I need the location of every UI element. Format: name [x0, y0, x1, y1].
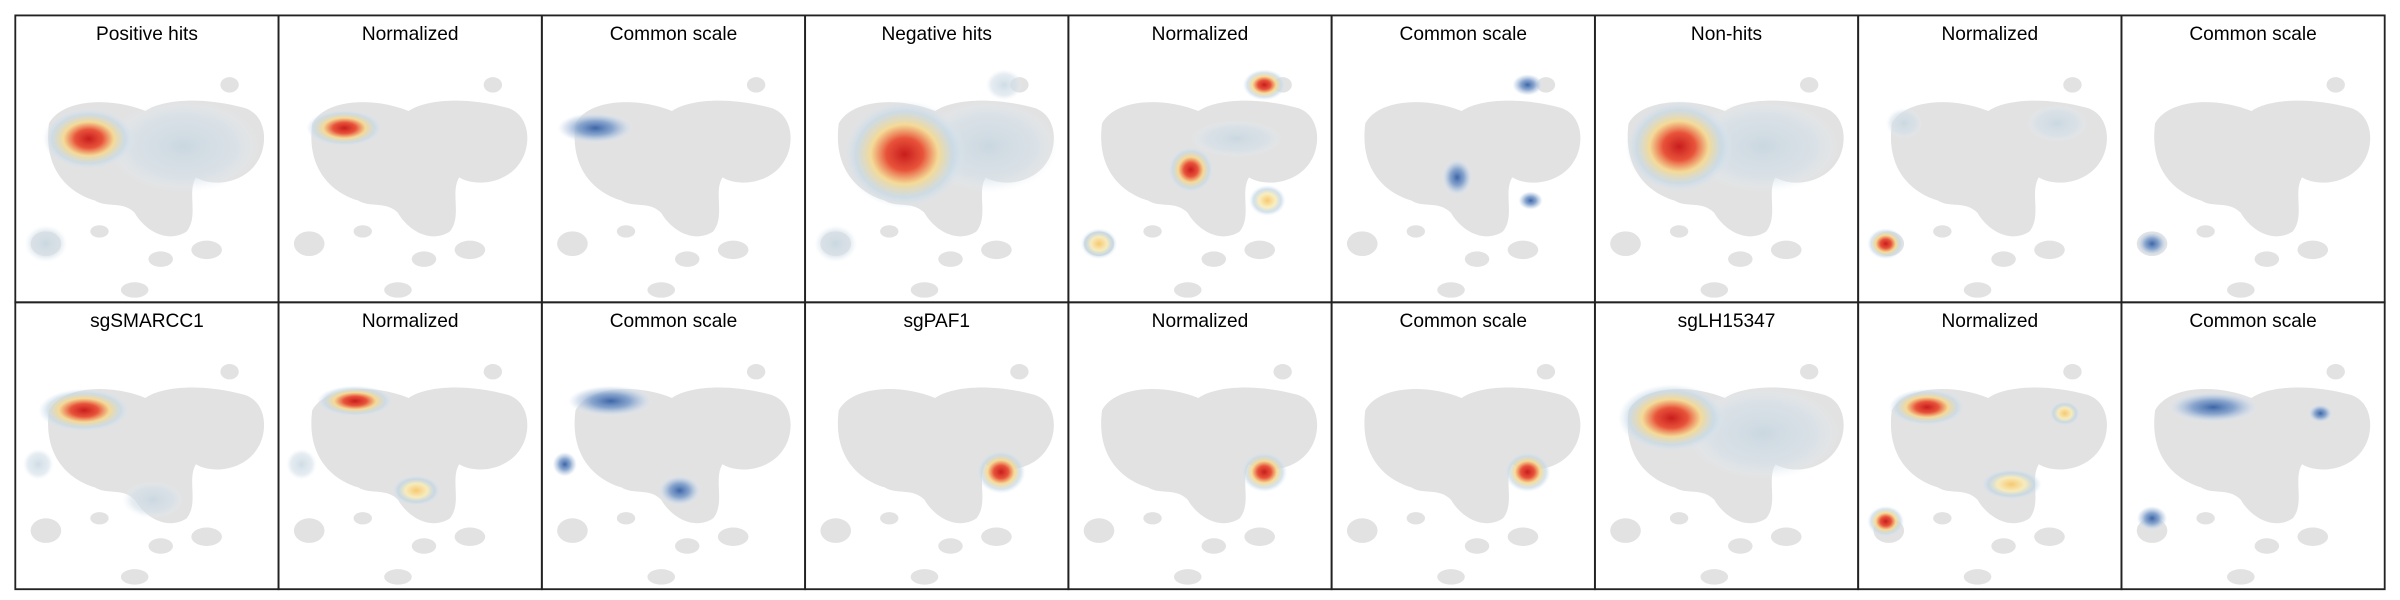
- panel-title: Common scale: [610, 311, 737, 332]
- panel-title: Common scale: [1400, 311, 1527, 332]
- density-spot: [2308, 404, 2333, 423]
- density-spot: [1867, 505, 1905, 537]
- panel: Normalized: [277, 301, 543, 591]
- density-spot: [316, 385, 394, 417]
- panel: sgSMARCC1: [14, 301, 280, 591]
- density-spot: [1888, 388, 1966, 426]
- panel: Normalized: [277, 14, 543, 304]
- density-spot: [2136, 505, 2168, 531]
- panel-grid: Positive hits Normalized Common scale Negat…: [14, 14, 2386, 591]
- density-spot: [107, 100, 261, 193]
- density-spot: [1625, 100, 1733, 193]
- panel-title: sgPAF1: [903, 311, 970, 332]
- density-spot: [1617, 384, 1725, 452]
- density-spot: [42, 107, 135, 170]
- panel: Negative hits: [804, 14, 1070, 304]
- umap-background: [557, 77, 790, 298]
- density-spot: [843, 100, 966, 209]
- density-spot: [1885, 107, 1923, 139]
- density-spot: [1080, 228, 1118, 260]
- panel: Common scale: [2120, 14, 2386, 304]
- density-spot: [1504, 451, 1551, 493]
- panel: Common scale: [1330, 301, 1596, 591]
- density-spot: [814, 225, 858, 263]
- umap-background: [2137, 77, 2370, 298]
- panel: sgPAF1: [804, 301, 1070, 591]
- panel-title: Normalized: [362, 311, 459, 332]
- panel: Common scale: [540, 301, 807, 591]
- density-spot: [1686, 387, 1840, 480]
- panel-border: [2120, 301, 2386, 591]
- panel-title: Normalized: [1152, 311, 1249, 332]
- density-spot: [1518, 191, 1543, 210]
- density-spot: [1980, 468, 2042, 500]
- panel: Common scale: [2120, 301, 2386, 591]
- panel-title: sgSMARCC1: [90, 311, 204, 332]
- density-spot: [2049, 401, 2081, 426]
- density-spot: [286, 448, 317, 480]
- panel: Normalized: [1857, 301, 2123, 591]
- panel-title: Normalized: [362, 24, 459, 45]
- density-spot: [2167, 391, 2260, 423]
- panel: Common scale: [1330, 14, 1596, 304]
- panel: Non-hits: [1593, 14, 1860, 304]
- density-spot: [976, 450, 1026, 494]
- panel: Normalized: [1067, 14, 1333, 304]
- density-spot: [391, 475, 441, 506]
- density-spot: [567, 385, 654, 417]
- panel: Normalized: [1067, 301, 1333, 591]
- density-spot: [22, 448, 54, 480]
- panel-title: Normalized: [1941, 311, 2038, 332]
- panel-title: Normalized: [1152, 24, 1249, 45]
- panel: Positive hits: [14, 14, 280, 304]
- panel: sgLH15347: [1593, 301, 1860, 591]
- panel: Normalized: [1857, 14, 2123, 304]
- umap-background: [2137, 364, 2370, 585]
- panel-title: Common scale: [2189, 311, 2316, 332]
- panel-title: Common scale: [2189, 24, 2316, 45]
- density-spot: [2136, 231, 2168, 257]
- panel: Common scale: [540, 14, 807, 304]
- density-spot: [306, 109, 383, 147]
- density-spot: [985, 69, 1023, 101]
- panel-title: Common scale: [610, 24, 737, 45]
- density-spot: [658, 475, 702, 506]
- density-spot: [1441, 158, 1473, 196]
- density-spot: [24, 225, 68, 263]
- panel-title: Negative hits: [881, 24, 991, 45]
- density-spot: [2026, 104, 2088, 142]
- umap-background: [294, 77, 527, 298]
- density-spot: [1241, 451, 1288, 493]
- panel-title: Normalized: [1941, 24, 2038, 45]
- panel-title: Common scale: [1400, 24, 1527, 45]
- density-spot: [557, 112, 634, 144]
- density-spot: [552, 451, 578, 477]
- density-spot: [1242, 69, 1286, 101]
- density-spot: [38, 388, 131, 432]
- density-spot: [1867, 228, 1905, 260]
- density-spot: [1248, 185, 1286, 216]
- panel-title: sgLH15347: [1678, 311, 1776, 332]
- density-spot: [122, 481, 184, 519]
- density-spot: [1190, 120, 1283, 158]
- panel-title: Positive hits: [96, 24, 198, 45]
- density-spot: [1512, 74, 1543, 96]
- density-spot: [1167, 146, 1214, 193]
- panel-title: Non-hits: [1691, 24, 1762, 45]
